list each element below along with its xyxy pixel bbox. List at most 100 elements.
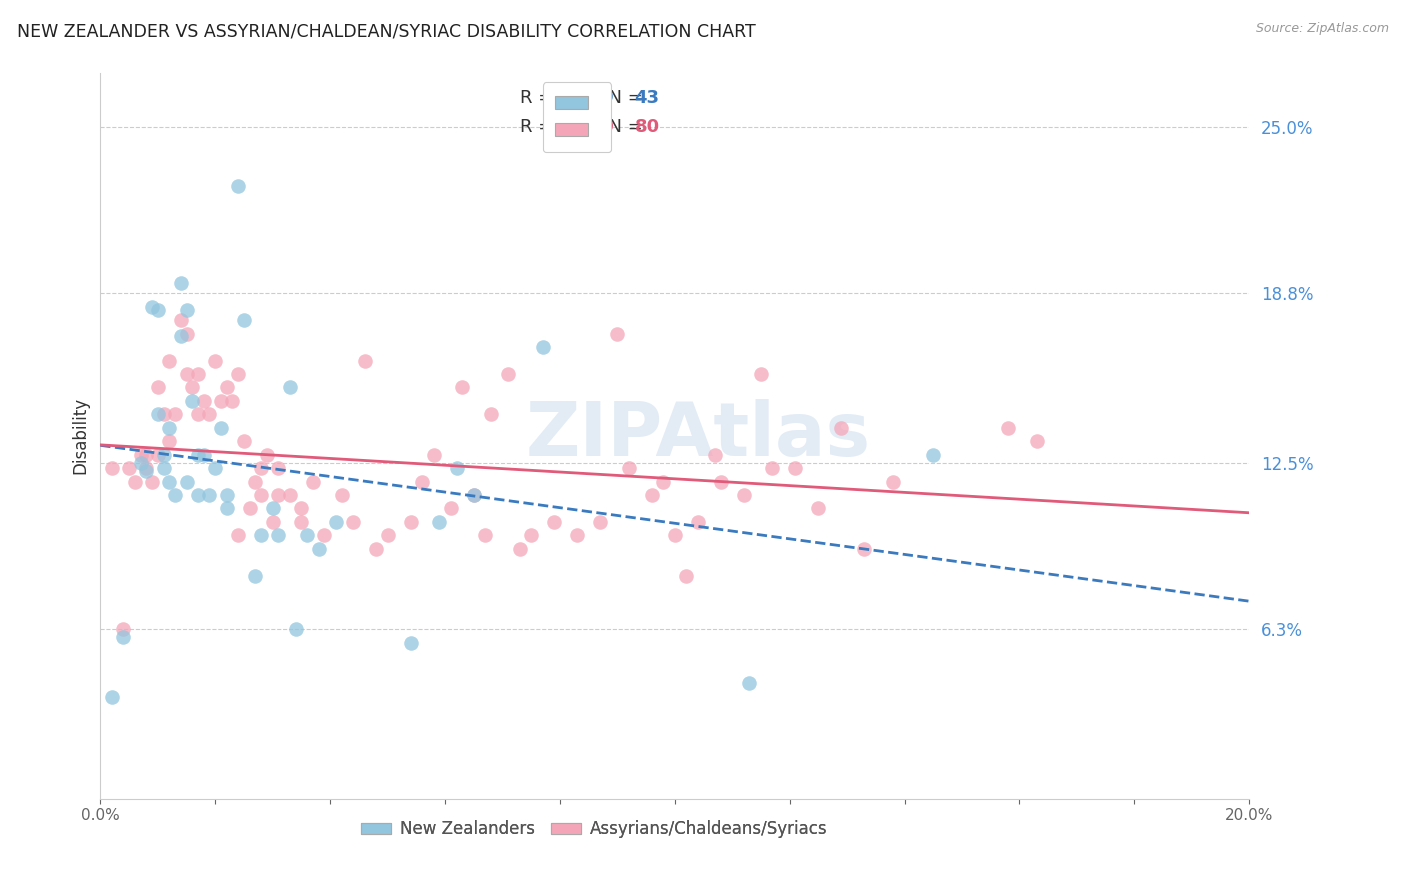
Text: NEW ZEALANDER VS ASSYRIAN/CHALDEAN/SYRIAC DISABILITY CORRELATION CHART: NEW ZEALANDER VS ASSYRIAN/CHALDEAN/SYRIA… [17,22,755,40]
Point [146,408,169,422]
Point [170,276,193,290]
Text: 0.019: 0.019 [558,89,614,107]
Point [509,541,531,556]
Point [176,475,198,489]
Point [496,367,519,381]
Point [187,367,209,381]
Point [479,408,502,422]
Point [314,528,336,542]
Point [256,448,278,462]
Point [652,475,675,489]
Point [226,367,249,381]
Point [101,690,124,704]
Point [451,380,474,394]
Point [922,448,945,462]
Point [226,528,249,542]
Text: ZIPAtlas: ZIPAtlas [526,400,870,473]
Point [675,568,697,582]
Point [364,541,387,556]
Point [152,461,174,475]
Point [141,475,163,489]
Point [250,488,273,502]
Point [187,488,209,502]
Point [193,393,215,408]
Point [146,380,169,394]
Point [239,501,262,516]
Point [245,568,267,582]
Point [135,461,157,475]
Point [152,448,174,462]
Point [250,528,273,542]
Point [157,353,180,368]
Text: N =: N = [596,89,648,107]
Point [882,475,904,489]
Point [267,528,290,542]
Point [233,434,256,449]
Point [474,528,496,542]
Text: 0.160: 0.160 [558,119,614,136]
Point [118,461,141,475]
Point [215,380,238,394]
Text: R =: R = [520,89,558,107]
Point [290,515,312,529]
Point [170,329,193,343]
Point [463,488,485,502]
Point [135,448,157,462]
Point [176,326,198,341]
Point [641,488,664,502]
Point [187,448,209,462]
Point [589,515,612,529]
Point [146,302,169,317]
Point [221,393,243,408]
Point [664,528,686,542]
Point [198,408,221,422]
Point [853,541,876,556]
Point [163,488,186,502]
Text: 80: 80 [634,119,659,136]
Point [325,515,347,529]
Point [308,541,330,556]
Point [181,393,204,408]
Point [733,488,755,502]
Point [422,448,444,462]
Point [997,421,1019,435]
Point [565,528,588,542]
Point [233,313,256,327]
Point [129,456,152,470]
Point [193,448,215,462]
Point [209,393,232,408]
Point [427,515,450,529]
Point [187,408,209,422]
Point [157,475,180,489]
Point [290,501,312,516]
Point [830,421,852,435]
Point [531,340,554,354]
Point [215,488,238,502]
Point [112,631,135,645]
Point [399,636,422,650]
Point [295,528,318,542]
Point [606,326,628,341]
Point [278,380,301,394]
Point [215,501,238,516]
Text: 43: 43 [634,89,659,107]
Point [112,623,135,637]
Point [278,488,301,502]
Point [446,461,468,475]
Point [440,501,463,516]
Point [377,528,399,542]
Point [209,421,232,435]
Point [342,515,364,529]
Text: R =: R = [520,119,558,136]
Point [463,488,485,502]
Point [807,501,830,516]
Point [353,353,375,368]
Point [738,676,761,690]
Text: N =: N = [596,119,648,136]
Point [146,448,169,462]
Point [411,475,433,489]
Point [170,313,193,327]
Point [141,300,163,314]
Point [543,515,565,529]
Point [204,353,226,368]
